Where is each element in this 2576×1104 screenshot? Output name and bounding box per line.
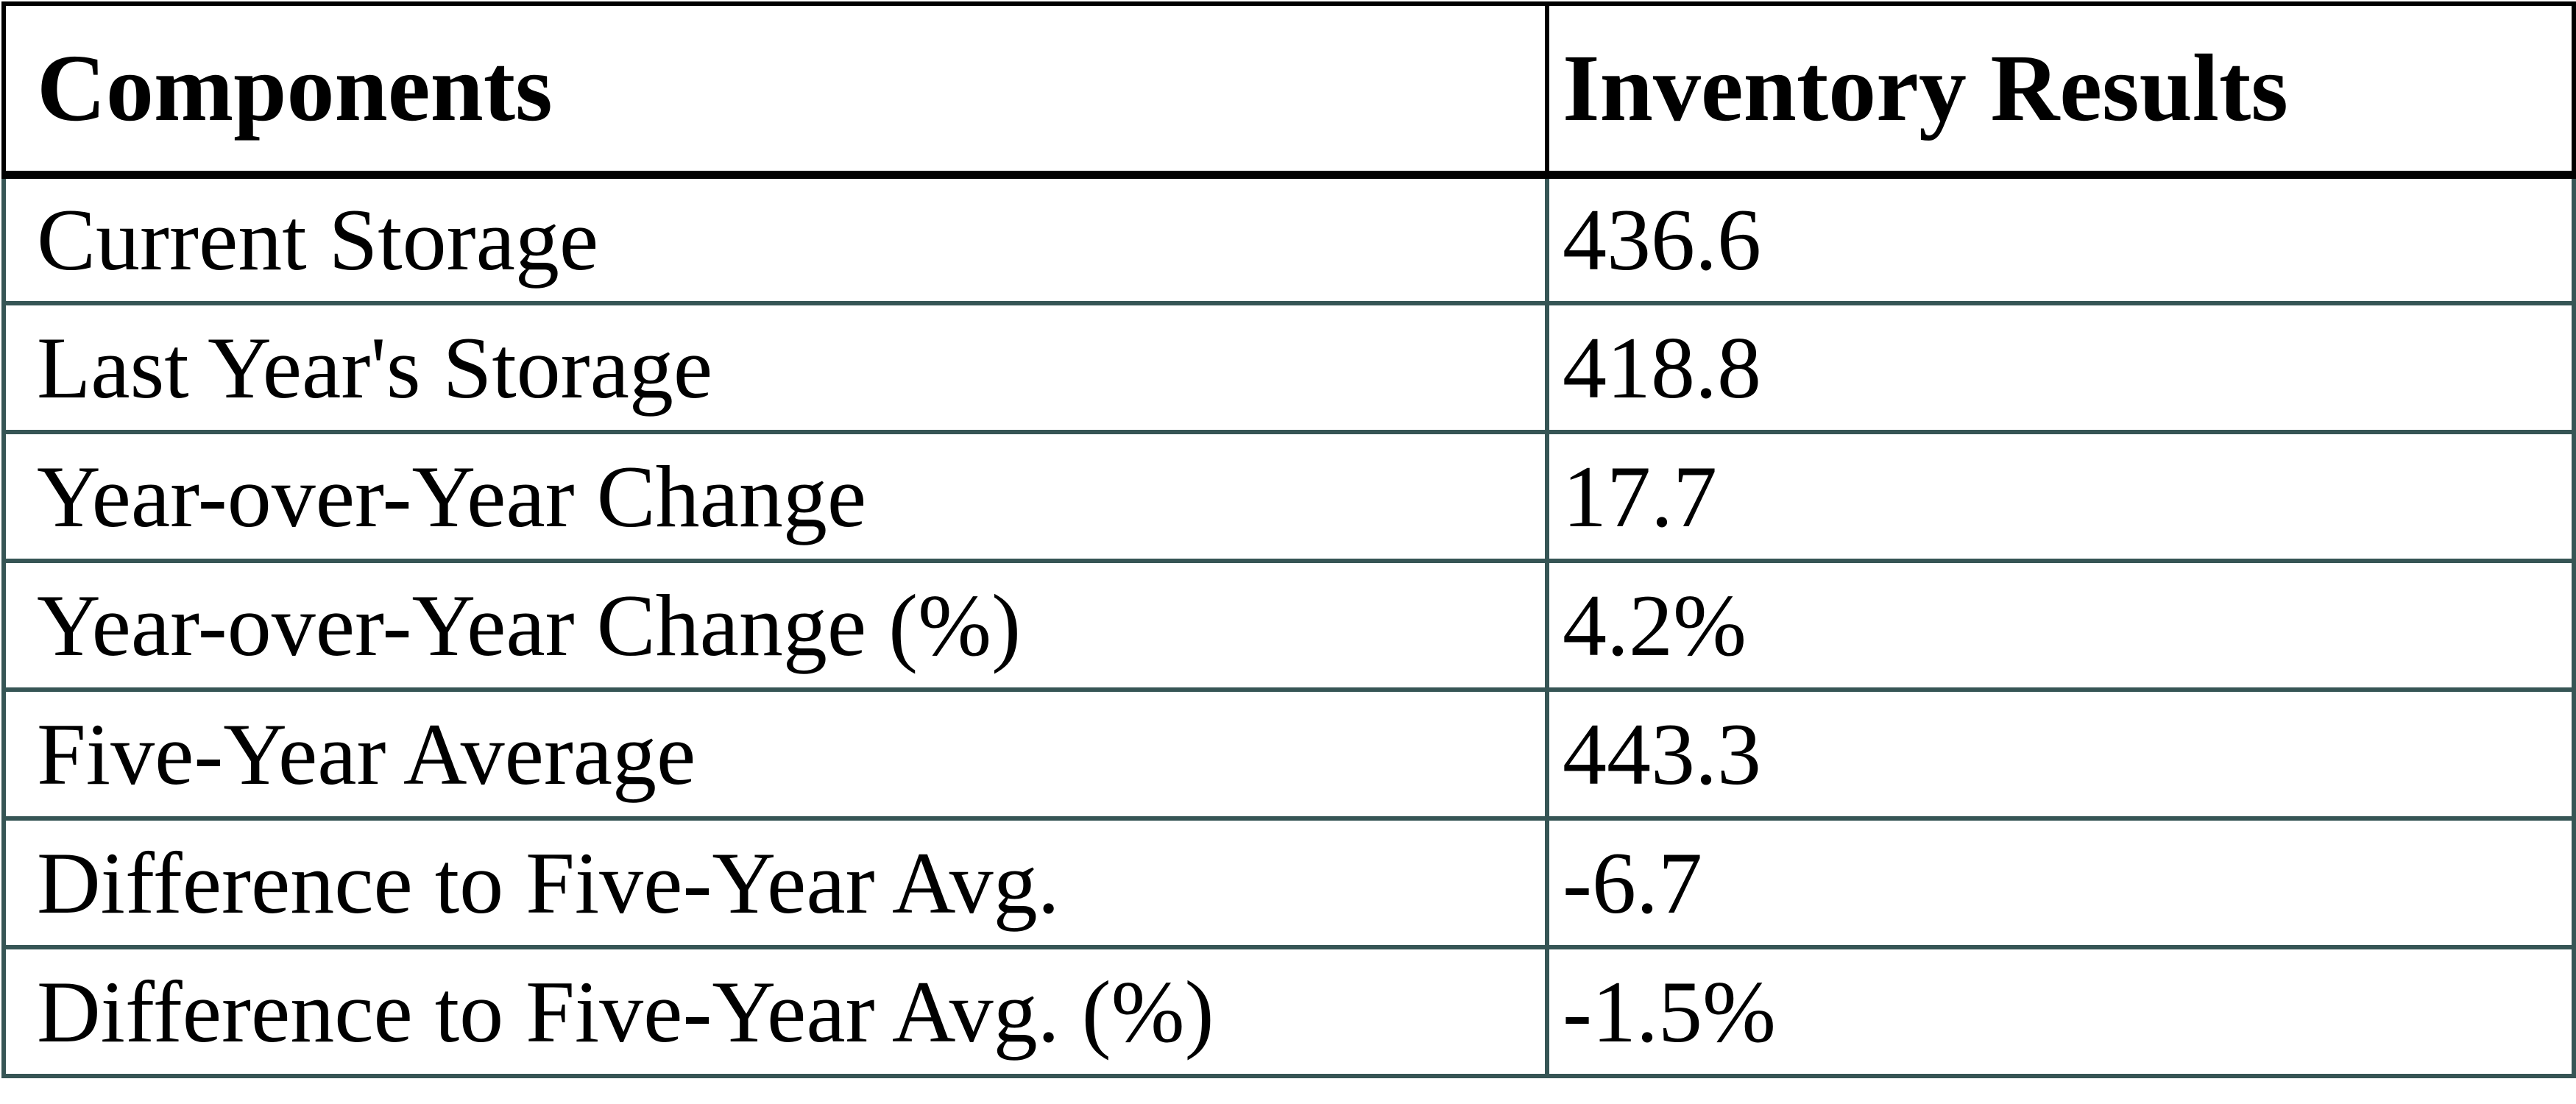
row-value: 17.7 — [1545, 430, 2576, 563]
row-value: 443.3 — [1545, 687, 2576, 821]
row-value: 436.6 — [1545, 172, 2576, 305]
row-label: Five-Year Average — [1, 687, 1549, 821]
row-label: Difference to Five-Year Avg. (%) — [1, 945, 1549, 1078]
header-cell-inventory-results: Inventory Results — [1545, 1, 2576, 179]
row-label: Difference to Five-Year Avg. — [1, 816, 1549, 949]
table-row-last-year-storage: Last Year's Storage 418.8 — [1, 301, 2576, 434]
header-row: Components Inventory Results — [1, 1, 2576, 179]
table-row-current-storage: Current Storage 436.6 — [1, 172, 2576, 305]
row-value: -6.7 — [1545, 816, 2576, 949]
table-header: Components Inventory Results — [1, 1, 2576, 179]
row-label: Current Storage — [1, 172, 1549, 305]
table-row-diff-five-year-avg-pct: Difference to Five-Year Avg. (%) -1.5% — [1, 945, 2576, 1078]
row-label: Last Year's Storage — [1, 301, 1549, 434]
row-value: 418.8 — [1545, 301, 2576, 434]
table-body: Current Storage 436.6 Last Year's Storag… — [1, 172, 2576, 1078]
table-row-diff-five-year-avg: Difference to Five-Year Avg. -6.7 — [1, 816, 2576, 949]
row-value: -1.5% — [1545, 945, 2576, 1078]
row-label: Year-over-Year Change — [1, 430, 1549, 563]
header-cell-components: Components — [1, 1, 1549, 179]
table-row-yoy-change: Year-over-Year Change 17.7 — [1, 430, 2576, 563]
row-value: 4.2% — [1545, 559, 2576, 692]
table-row-five-year-average: Five-Year Average 443.3 — [1, 687, 2576, 821]
table-row-yoy-change-pct: Year-over-Year Change (%) 4.2% — [1, 559, 2576, 692]
inventory-results-table: Components Inventory Results Current Sto… — [1, 1, 2576, 1078]
row-label: Year-over-Year Change (%) — [1, 559, 1549, 692]
